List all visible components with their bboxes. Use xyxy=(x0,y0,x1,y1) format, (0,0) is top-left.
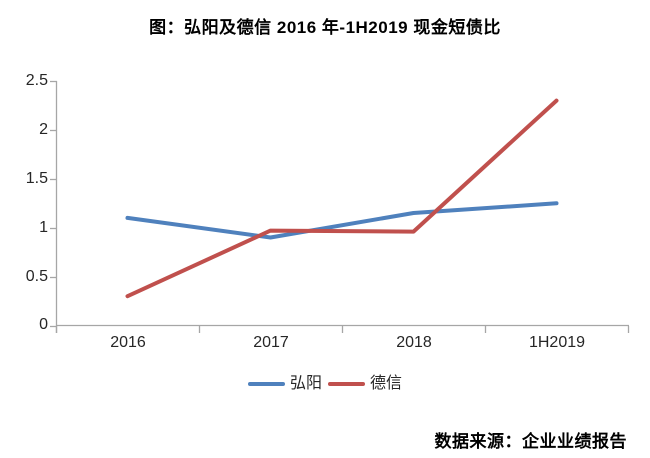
hongyang-line-swatch xyxy=(247,382,285,386)
legend: 弘阳 德信 xyxy=(0,374,650,394)
legend-item-dexin: 德信 xyxy=(328,375,402,393)
series-line-0 xyxy=(125,201,559,240)
x-axis-tick-label: 2016 xyxy=(110,334,146,351)
y-axis-tick-label: 0.5 xyxy=(25,268,48,285)
y-axis-tick-label: 1 xyxy=(39,219,48,236)
legend-label-hongyang: 弘阳 xyxy=(289,375,322,392)
chart-title: 图：弘阳及德信 2016 年-1H2019 现金短债比 xyxy=(149,18,501,37)
dexin-line-swatch xyxy=(328,382,365,386)
y-axis-tick-label: 1.5 xyxy=(25,170,48,187)
x-axis-tick-label: 1H2019 xyxy=(528,334,586,351)
y-axis-tick-label: 2 xyxy=(39,121,48,138)
series-line-1 xyxy=(125,98,559,299)
x-axis-tick-label: 2017 xyxy=(253,334,289,351)
legend-label-dexin: 德信 xyxy=(370,375,403,392)
y-axis-tick-label: 0 xyxy=(39,316,48,333)
y-axis-tick-label: 2.5 xyxy=(25,72,48,89)
source-note: 数据来源：企业业绩报告 xyxy=(434,432,627,451)
x-axis-tick-label: 2018 xyxy=(396,334,432,351)
legend-item-hongyang: 弘阳 xyxy=(247,375,322,393)
